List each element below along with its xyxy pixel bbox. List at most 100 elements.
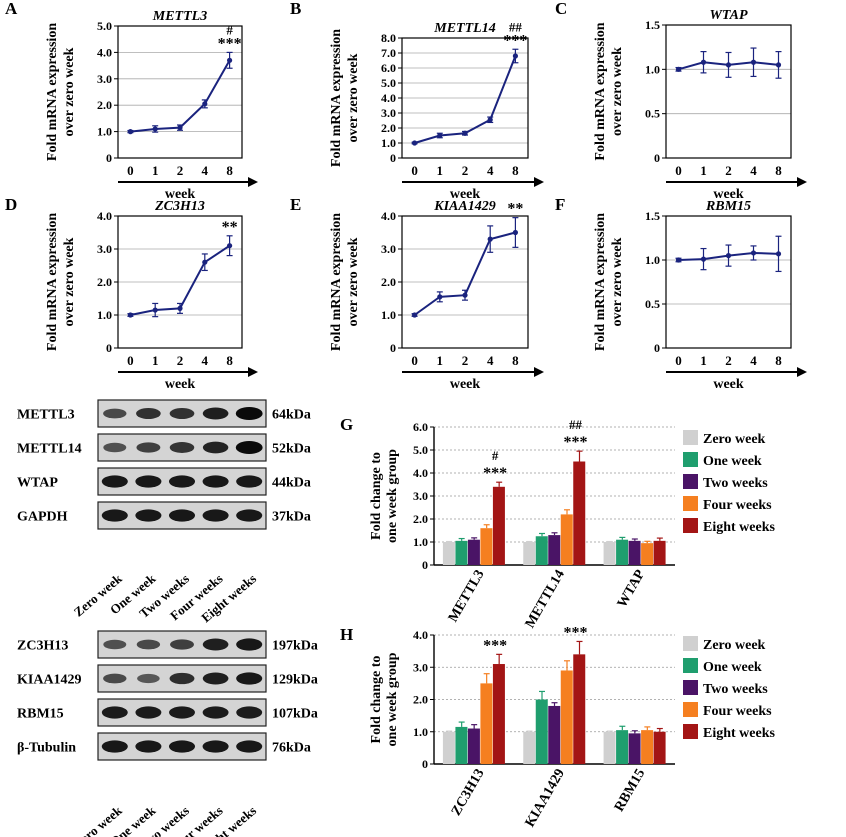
panel-a-week-arrow-head (248, 177, 258, 187)
panel-b-ytick-label: 1.0 (381, 136, 396, 150)
panel-d-point-2 (177, 305, 183, 311)
panel-a-ylabel-line2: over zero week (62, 47, 77, 136)
panel-g-legend-swatch-two-weeks (683, 474, 698, 489)
panel-e-xlabel: week (450, 377, 481, 392)
panel-h-ylabel-line1: Fold change to (369, 656, 384, 744)
panel-b-ytick-label: 0 (390, 151, 396, 165)
panel-a-point-0 (127, 129, 133, 135)
blot-2-band-rbm15-four-weeks (202, 706, 229, 719)
panel-d-xtick-label: 4 (202, 353, 209, 368)
panel-h-bar-rbm15-zero-week (603, 731, 616, 764)
panel-h-label: H (340, 625, 353, 644)
panel-h-legend-swatch-eight-weeks (683, 724, 698, 739)
panel-c-ytick-label: 1.0 (645, 62, 660, 76)
panel-f-xtick-label: 0 (675, 353, 682, 368)
panel-a-title: METTL3 (152, 9, 207, 24)
panel-g-ytick-label: 4.0 (413, 466, 428, 480)
blot-1-row-gapdh: GAPDH 37kDa (17, 501, 311, 530)
panel-c-ytick-label: 0.5 (645, 107, 660, 121)
panel-h-group: H 0 1.0 2.0 3.0 4.0 Fold change to one week gro… (340, 624, 776, 829)
blot-1-row-label-mettl3: METTL3 (17, 408, 75, 423)
panel-f-ytick-label: 0.5 (645, 297, 660, 311)
panel-e-point-1 (437, 294, 443, 300)
blot-2-band-kiaa1429-eight-weeks (236, 672, 263, 685)
blot-1-row-label-gapdh: GAPDH (17, 510, 68, 525)
panel-h-ylabel-line2: one week group (385, 652, 400, 746)
panel-c-xtick-label: 0 (675, 163, 682, 178)
panel-b-xtick-label: 1 (437, 163, 444, 178)
panel-h-legend-label-eight-weeks: Eight weeks (703, 726, 776, 741)
panel-b-ytick-label: 8.0 (381, 31, 396, 45)
panel-c-xlabel: week (713, 187, 744, 202)
panel-h-bar-rbm15-one-week (616, 730, 629, 764)
panel-f-ytick-label: 1.5 (645, 209, 660, 223)
panel-b-plot-frame (401, 37, 529, 159)
panel-c-title: WTAP (709, 8, 748, 23)
panel-h-legend-label-four-weeks: Four weeks (703, 704, 772, 719)
panel-f-week-arrow-head (797, 367, 807, 377)
panel-b-ylabel-line2: over zero week (346, 53, 361, 142)
panel-g-ytick-label: 5.0 (413, 443, 428, 457)
blot-1-band-mettl3-one-week (136, 407, 161, 420)
panel-e-series-line (414, 231, 516, 316)
panel-b-point-4 (487, 117, 493, 123)
panel-d-xtick-label: 2 (177, 353, 184, 368)
panel-f-xlabel: week (713, 377, 744, 392)
blot-1-band-mettl14-one-week (136, 442, 161, 453)
blot-2-row-label-rbm15: RBM15 (17, 707, 64, 722)
blot-1-band-wtap-two-weeks (168, 475, 196, 488)
panel-e-xtick-label: 0 (411, 353, 418, 368)
panel-a-xtick-label: 2 (177, 163, 184, 178)
panel-g-bar-mettl3-four-weeks (480, 528, 493, 565)
panel-f-point-8 (775, 251, 782, 257)
blot-2-band-kiaa1429-two-weeks (169, 672, 195, 685)
panel-a-point-4 (202, 101, 208, 107)
panel-d-point-1 (152, 307, 158, 313)
panel-e-point-4 (487, 236, 493, 242)
panel-b-ytick-label: 7.0 (381, 46, 396, 60)
panel-a-annotation-stars: *** (218, 35, 242, 52)
panel-h-bar-zc3h13-one-week (455, 726, 468, 764)
panel-d-xtick-label: 0 (127, 353, 134, 368)
panel-c-xtick-label: 2 (725, 163, 732, 178)
panel-c-point-8 (775, 62, 782, 68)
panel-h-annotation-stars: *** (564, 624, 588, 641)
panel-g-category-mettl14: METTL14 (523, 568, 568, 631)
panel-e-point-8 (512, 229, 519, 236)
blot-2-band-tubulin-one-week (135, 740, 162, 753)
panel-c-point-2 (725, 62, 732, 68)
panel-f-xtick-label: 2 (725, 353, 732, 368)
panel-d-point-8 (227, 243, 233, 249)
panel-h-bar-zc3h13-zero-week (442, 731, 455, 764)
panel-g-ytick-label: 0 (422, 558, 428, 572)
panel-d-xlabel: week (165, 377, 196, 392)
panel-e-ytick-label: 0 (390, 341, 396, 355)
panel-a-ytick-label: 0 (106, 151, 112, 165)
panel-d-ylabel-line1: Fold mRNA expression (45, 213, 60, 351)
panel-b-annotation-stars: *** (503, 32, 527, 49)
panel-a-ylabel-line1: Fold mRNA expression (45, 23, 60, 161)
panel-g-bar-wtap-eight-weeks (653, 540, 666, 565)
panel-e-annotation-stars: ** (507, 201, 523, 218)
panel-g-bar-mettl14-eight-weeks (573, 461, 586, 565)
panel-h-bar-rbm15-eight-weeks (653, 731, 666, 764)
blot-2-kda-rbm15: 107kDa (272, 707, 318, 722)
blot-2-band-zc3h13-zero-week (103, 639, 127, 650)
panel-d-ytick-label: 1.0 (97, 308, 112, 322)
blot-2-band-zc3h13-eight-weeks (236, 638, 263, 651)
panel-e-ylabel-line2: over zero week (346, 237, 361, 326)
panel-g-bar-mettl3-two-weeks (467, 539, 480, 565)
panel-g-bar-mettl3-eight-weeks (492, 486, 505, 565)
panel-g-annotation-stars: *** (483, 465, 507, 482)
panel-c-group: C WTAP 0 0.5 1.0 1.5 Fold mRNA expression over … (555, 0, 807, 202)
panel-e-ylabel-line1: Fold mRNA expression (329, 213, 344, 351)
panel-a-ytick-label: 2.0 (97, 98, 112, 112)
blot-1-band-wtap-eight-weeks (236, 475, 263, 488)
panel-c-plot-frame (665, 24, 792, 159)
panel-b-point-8 (512, 53, 519, 59)
panel-a-ytick-label: 4.0 (97, 45, 112, 59)
panel-h-legend-swatch-four-weeks (683, 702, 698, 717)
panel-b-xtick-label: 0 (411, 163, 418, 178)
panel-b-annotation-hash: ## (509, 19, 523, 34)
panel-e-ytick-label: 2.0 (381, 275, 396, 289)
